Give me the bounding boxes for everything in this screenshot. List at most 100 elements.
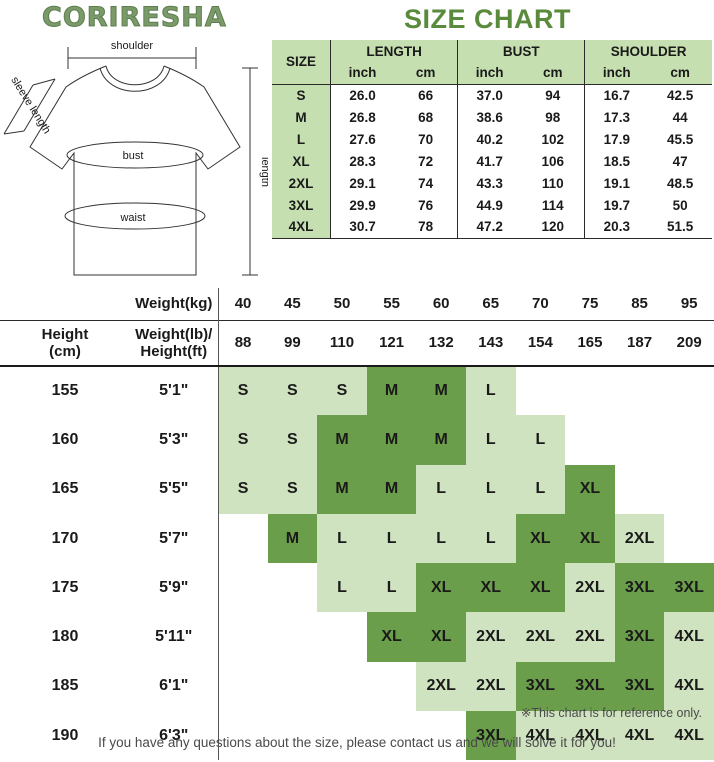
matrix-size-cell: 2XL bbox=[565, 563, 615, 613]
cell-shoulder-inch: 20.3 bbox=[584, 216, 649, 239]
matrix-size-cell: XL bbox=[565, 464, 615, 514]
matrix-size-cell: M bbox=[416, 364, 466, 416]
matrix-size-cell: M bbox=[317, 415, 367, 465]
cell-length-cm: 78 bbox=[394, 216, 458, 239]
cell-bust-inch: 43.3 bbox=[457, 172, 522, 194]
matrix-size-cell: M bbox=[416, 415, 466, 465]
matrix-row: 165 5'5" S S M M L L L XL bbox=[0, 464, 714, 514]
matrix-height-ft: 6'3" bbox=[130, 711, 219, 761]
matrix-size-cell: 4XL bbox=[614, 711, 665, 761]
matrix-size-cell: S bbox=[217, 464, 268, 514]
row-size-label: 3XL bbox=[272, 194, 331, 216]
table-row: 4XL 30.7 78 47.2 120 20.3 51.5 bbox=[272, 216, 712, 239]
matrix-size-cell: 4XL bbox=[565, 711, 615, 761]
table-row: XL 28.3 72 41.7 106 18.5 47 bbox=[272, 150, 712, 172]
matrix-height-ft: 5'7" bbox=[130, 513, 219, 564]
matrix-weight-lb-row: Height (cm) Weight(lb)/Height(ft) 88 99 110 12… bbox=[0, 319, 714, 366]
matrix-size-cell: L bbox=[465, 513, 516, 564]
matrix-size-cell: M bbox=[267, 513, 318, 564]
row-size-label: 2XL bbox=[272, 172, 331, 194]
cell-shoulder-cm: 42.5 bbox=[648, 83, 712, 106]
cell-bust-cm: 120 bbox=[521, 216, 585, 239]
page-title: SIZE CHART bbox=[404, 4, 571, 34]
matrix-size-cell: 2XL bbox=[565, 612, 615, 662]
size-table-unit-header-row: inch cm inch cm inch cm bbox=[272, 62, 712, 84]
cell-bust-cm: 102 bbox=[521, 128, 585, 150]
matrix-height-ft: 5'5" bbox=[130, 464, 219, 514]
matrix-size-cell: L bbox=[515, 464, 566, 514]
matrix-height-ft: 6'1" bbox=[130, 661, 219, 712]
matrix-size-cell bbox=[217, 612, 268, 662]
cell-shoulder-cm: 51.5 bbox=[648, 216, 712, 239]
matrix-size-cell bbox=[217, 711, 268, 761]
matrix-row: 155 5'1" S S S M M L bbox=[0, 364, 714, 416]
cell-shoulder-cm: 50 bbox=[648, 194, 712, 216]
length-label: length bbox=[259, 157, 268, 187]
matrix-size-cell: XL bbox=[515, 513, 566, 564]
unit-header-shoulder-inch: inch bbox=[584, 62, 649, 84]
matrix-size-cell: M bbox=[366, 464, 417, 514]
weight-kg-value: 45 bbox=[284, 295, 301, 313]
size-recommendation-matrix: Weight(kg) 40 45 50 55 60 65 70 75 85 95 Height (cm)… bbox=[0, 288, 714, 761]
matrix-size-cell: 4XL bbox=[664, 711, 714, 761]
matrix-size-cell bbox=[565, 415, 615, 464]
cell-bust-cm: 114 bbox=[521, 194, 585, 216]
matrix-size-cell: S bbox=[267, 415, 318, 465]
row-size-label: 4XL bbox=[272, 216, 331, 239]
matrix-size-cell: 3XL bbox=[565, 661, 615, 712]
cell-length-inch: 26.8 bbox=[330, 106, 395, 128]
matrix-size-cell: L bbox=[416, 464, 466, 514]
cell-shoulder-inch: 16.7 bbox=[584, 83, 649, 106]
matrix-size-cell: L bbox=[366, 513, 417, 564]
matrix-size-cell: 3XL bbox=[515, 661, 566, 712]
matrix-size-cell: XL bbox=[565, 513, 615, 564]
matrix-height-cm: 175 bbox=[51, 578, 79, 596]
cell-bust-inch: 44.9 bbox=[457, 194, 522, 216]
matrix-height-ft: 5'11" bbox=[130, 612, 219, 662]
cell-shoulder-inch: 17.3 bbox=[584, 106, 649, 128]
matrix-size-cell: XL bbox=[416, 612, 466, 662]
matrix-size-cell: L bbox=[465, 364, 516, 416]
matrix-height-cm: 180 bbox=[51, 628, 79, 646]
cell-length-cm: 72 bbox=[394, 150, 458, 172]
group-header-length: LENGTH bbox=[330, 40, 458, 62]
matrix-size-cell bbox=[217, 513, 268, 564]
footer-text: If you have any questions about the size… bbox=[98, 735, 616, 750]
matrix-size-cell bbox=[268, 612, 318, 661]
weight-kg-header: Weight(kg) bbox=[130, 288, 219, 320]
matrix-size-cell: 3XL bbox=[614, 563, 665, 613]
matrix-corner-blank bbox=[0, 288, 130, 320]
weight-kg-value: 75 bbox=[581, 295, 599, 313]
matrix-size-cell: S bbox=[217, 364, 268, 416]
cell-length-inch: 30.7 bbox=[330, 216, 395, 239]
cell-bust-inch: 40.2 bbox=[457, 128, 522, 150]
cell-bust-cm: 110 bbox=[521, 172, 585, 194]
unit-header-bust-cm: cm bbox=[521, 62, 585, 84]
unit-header-bust-inch: inch bbox=[457, 62, 522, 84]
height-cm-header: Height (cm) bbox=[0, 319, 130, 366]
matrix-size-cell: 3XL bbox=[614, 612, 665, 662]
matrix-size-cell: 4XL bbox=[664, 612, 714, 662]
weight-lb-value: 110 bbox=[317, 319, 367, 366]
group-header-shoulder: SHOULDER bbox=[584, 40, 712, 62]
matrix-size-cell: L bbox=[465, 415, 516, 465]
matrix-size-cell: L bbox=[317, 513, 367, 564]
matrix-size-cell: S bbox=[267, 364, 318, 416]
matrix-height-ft: 5'3" bbox=[130, 415, 219, 465]
matrix-size-cell: XL bbox=[416, 563, 466, 613]
weight-kg-value: 70 bbox=[532, 295, 549, 313]
matrix-size-cell: 3XL bbox=[465, 711, 516, 761]
matrix-row: 185 6'1" 2XL 2XL 3XL 3XL 3XL 4XL bbox=[0, 661, 714, 712]
weight-lb-value: 187 bbox=[614, 319, 665, 366]
weight-kg-value: 50 bbox=[333, 295, 351, 313]
table-row: S 26.0 66 37.0 94 16.7 42.5 bbox=[272, 83, 712, 106]
weight-lb-value: 132 bbox=[416, 319, 466, 366]
matrix-size-cell: L bbox=[465, 464, 516, 514]
cell-shoulder-cm: 45.5 bbox=[648, 128, 712, 150]
weight-lb-value: 121 bbox=[366, 319, 417, 366]
weight-kg-value: 85 bbox=[631, 295, 648, 313]
row-size-label: M bbox=[272, 106, 331, 128]
weight-lb-value: 209 bbox=[664, 319, 714, 366]
row-size-label: XL bbox=[272, 150, 331, 172]
matrix-size-cell: 2XL bbox=[515, 612, 566, 662]
